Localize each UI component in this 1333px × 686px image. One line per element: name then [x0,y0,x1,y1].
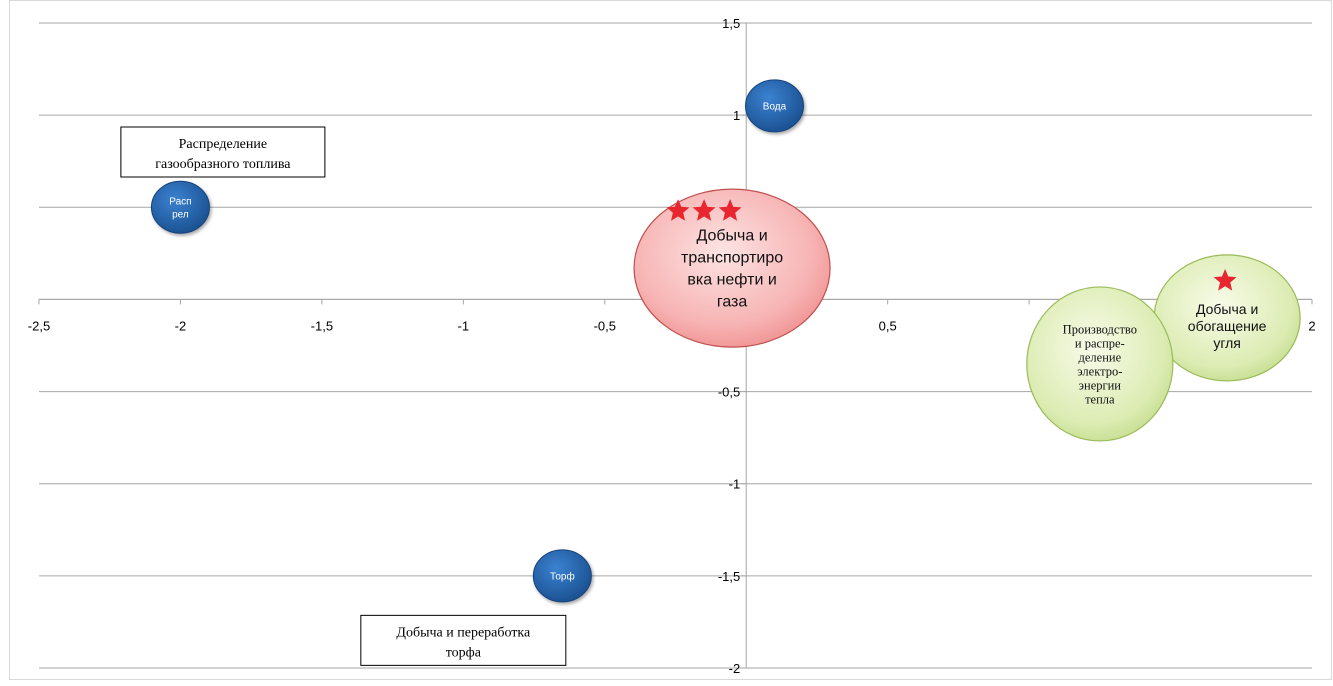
annotation-box [120,126,326,178]
bubble-label: транспортиро [681,250,783,267]
x-tick-label: -1 [458,318,470,333]
bubble-label: электро- [1077,364,1122,378]
x-tick-label: 2 [1308,318,1315,333]
annotation-text: Распределение [179,137,267,152]
bubble-label: Торф [550,570,575,582]
x-tick-label: -0,5 [594,318,616,333]
star-icon [718,199,742,221]
bubble-label: вка нефти и [687,272,776,289]
bubble-label: рел [172,209,189,220]
bubble-label: энергии [1079,378,1122,392]
bubble-label: угля [1213,335,1241,351]
bubble-label: газа [717,294,748,311]
bubble-big-red [633,188,831,348]
bubble-green-serif [1026,286,1174,442]
bubble-label: Вода [763,101,787,112]
y-tick-label: -1,5 [718,569,740,584]
bubble-small [150,180,210,234]
y-tick-label: -2 [729,661,741,676]
bubble-small [532,549,592,603]
x-tick-label: -1,5 [311,318,333,333]
star-icon [1213,268,1237,291]
y-tick-label: 1,5 [722,16,740,31]
bubble-label: Расп [169,196,191,207]
bubble-label: тепла [1085,392,1115,406]
bubble-label: и распре- [1075,336,1125,350]
bubble-label: обогащение [1188,318,1267,334]
annotation-box [360,614,567,666]
x-tick-label: 0,5 [879,318,897,333]
bubble-label: Добыча и [1196,301,1258,317]
bubble-label: деление [1079,350,1122,364]
star-icon [666,199,690,221]
y-tick-label: -1 [729,477,741,492]
chart-border [9,0,1332,680]
annotation-text: торфа [446,645,482,660]
bubble-label: Производство [1063,322,1137,336]
x-tick-label: -2,5 [28,318,50,333]
bubble-label: Добыча и [696,228,767,245]
y-tick-label: -0,5 [718,385,740,400]
annotation-text: газообразного топлива [155,157,291,172]
y-tick-label: 1 [733,108,740,123]
bubble-small [745,79,805,133]
star-icon [692,199,716,221]
annotation-text: Добыча и переработка [396,625,531,640]
x-tick-label: -2 [175,318,187,333]
